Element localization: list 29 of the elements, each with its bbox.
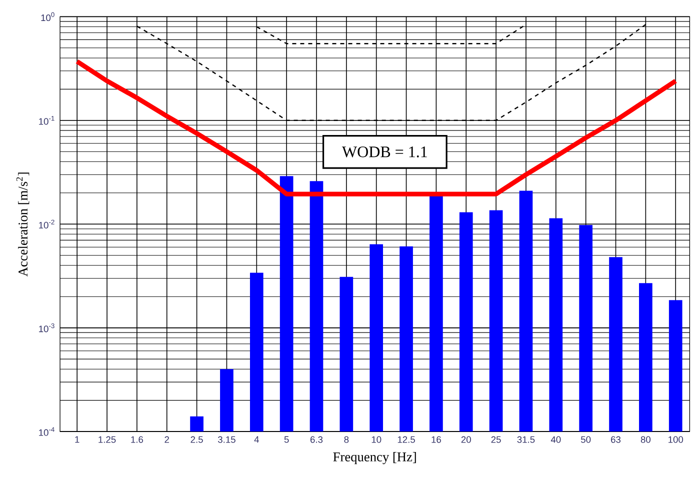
- y-tick-label: 10$^{0}$: [41, 12, 54, 21]
- y-tick-label: 10$^{-4}$: [39, 427, 54, 436]
- y-tick-label: 10$^{-2}$: [39, 220, 54, 228]
- x-tick-label: 100: [668, 436, 684, 443]
- annotation: WODB = 1.1: [342, 146, 427, 158]
- x-tick-label: 63: [611, 436, 621, 443]
- x-axis-title: Frequency [Hz]: [333, 452, 416, 464]
- x-tick-label: 50: [581, 436, 591, 443]
- x-tick-label: 40: [550, 436, 561, 443]
- x-tick-label: 1: [75, 436, 80, 443]
- y-tick-label: 10$^{-3}$: [39, 323, 54, 332]
- x-tick-label: 1.6: [131, 436, 144, 443]
- x-tick-label: 6.3: [310, 436, 323, 443]
- x-tick-label: 12.5: [398, 436, 415, 443]
- x-tick-label: 8: [344, 436, 349, 443]
- x-tick-label: 80: [640, 436, 651, 443]
- x-tick-label: 3.15: [218, 436, 236, 443]
- x-tick-label: 25: [491, 436, 501, 443]
- x-tick-label: 2.5: [190, 436, 203, 443]
- x-tick-label: 16: [432, 436, 441, 443]
- x-tick-label: 1.25: [98, 436, 116, 443]
- x-tick-label: 2: [164, 436, 169, 443]
- x-tick-label: 5: [284, 436, 289, 443]
- x-tick-label: 20: [461, 436, 471, 443]
- x-tick-label: 10: [372, 436, 382, 443]
- x-tick-label: 4: [254, 436, 259, 443]
- x-tick-label: 31.5: [517, 436, 535, 443]
- y-axis-title: Acceleration [m/s$^{2}$]: [16, 172, 30, 276]
- y-tick-label: 10$^{-1}$: [39, 116, 54, 125]
